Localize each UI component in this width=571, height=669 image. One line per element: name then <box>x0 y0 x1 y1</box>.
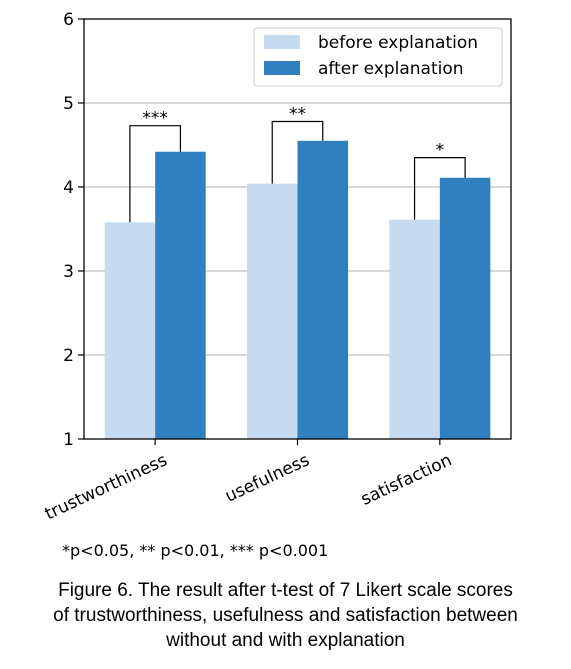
bar-satisfaction-before <box>389 219 440 439</box>
significance-marker: ** <box>289 104 306 124</box>
legend-swatch-after <box>264 61 300 75</box>
bars <box>104 140 491 440</box>
y-tick-label: 4 <box>63 178 74 198</box>
y-tick-label: 2 <box>63 346 74 366</box>
legend-label-before: before explanation <box>318 33 478 53</box>
legend-label-after: after explanation <box>318 59 464 79</box>
y-tick-label: 5 <box>63 94 74 114</box>
x-tick-label: usefulness <box>222 450 313 506</box>
significance-bracket <box>271 120 324 184</box>
significance-marker: *** <box>142 109 168 129</box>
y-tick-label: 1 <box>63 430 74 450</box>
significance-marker: * <box>436 141 445 161</box>
bar-satisfaction-after <box>439 177 491 439</box>
significance-bracket <box>129 125 182 223</box>
legend: before explanation after explanation <box>253 27 503 87</box>
x-axis: trustworthiness usefulness satisfaction <box>42 439 455 524</box>
caption-line-1: Figure 6. The result after t-test of 7 L… <box>58 580 513 601</box>
y-tick-label: 3 <box>63 262 74 282</box>
legend-frame <box>253 27 503 87</box>
significance-brackets: *** *** <box>129 104 466 223</box>
bar-trustworthiness-after <box>155 151 206 439</box>
figure-caption: Figure 6. The result after t-test of 7 L… <box>0 578 571 653</box>
caption-line-3: without and with explanation <box>166 630 405 651</box>
x-tick-label: trustworthiness <box>42 450 171 524</box>
x-tick-label: satisfaction <box>358 450 455 509</box>
significance-bracket <box>413 157 466 220</box>
bar-usefulness-before <box>246 183 298 439</box>
bar-usefulness-after <box>297 140 349 440</box>
y-tick-label: 6 <box>63 10 74 30</box>
significance-footnote: *p<0.05, ** p<0.01, *** p<0.001 <box>62 541 328 560</box>
y-axis: 1 2 3 4 5 6 <box>63 10 84 450</box>
caption-line-2: of trustworthiness, usefulness and satis… <box>53 605 518 626</box>
legend-swatch-before <box>264 35 300 49</box>
bar-trustworthiness-before <box>104 222 156 439</box>
